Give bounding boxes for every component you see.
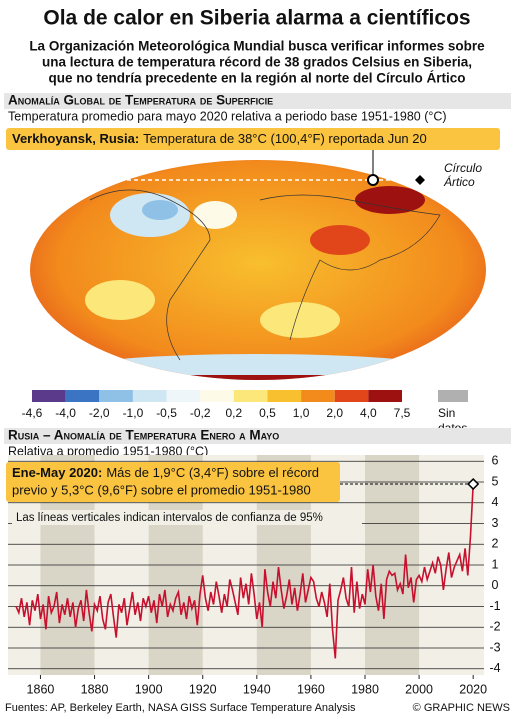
y-tick-label: -3 bbox=[489, 640, 500, 654]
legend-label: -4,6 bbox=[22, 406, 43, 420]
y-tick-label: 4 bbox=[492, 495, 499, 509]
legend-swatch bbox=[267, 390, 302, 402]
credit: © GRAPHIC NEWS bbox=[413, 702, 510, 714]
callout-text: Más de 1,9°C (3,4°F) sobre el récord bbox=[106, 465, 319, 480]
legend-swatch bbox=[32, 390, 66, 402]
legend-swatch bbox=[368, 390, 402, 402]
y-tick-label: 5 bbox=[492, 474, 499, 488]
legend-label: 0,5 bbox=[259, 406, 276, 420]
plot: -4 -3 -2 -1 0 1 2 3 4 5 6 1860 1880 1900 1920 1940 1960 1… bbox=[6, 454, 501, 696]
section-bar bbox=[4, 93, 511, 109]
chart-subtitle: Relativa a promedio 1951-1980 (°C) bbox=[8, 444, 208, 458]
legend-label: Sin bbox=[438, 406, 455, 420]
legend-label: -1,0 bbox=[123, 406, 144, 420]
x-tick-label: 1980 bbox=[351, 682, 379, 696]
callout-text: previo y 5,3°C (9,6°F) sobre el promedio… bbox=[12, 482, 311, 497]
legend-swatch bbox=[166, 390, 201, 402]
legend-swatch bbox=[301, 390, 335, 402]
legend-label: -4,0 bbox=[55, 406, 76, 420]
legend-swatch bbox=[65, 390, 100, 402]
section-title: Anomalía Global de Temperatura de Superf… bbox=[8, 93, 273, 108]
x-tick-label: 1880 bbox=[81, 682, 109, 696]
source: Fuentes: AP, Berkeley Earth, NASA GISS S… bbox=[5, 702, 356, 714]
title: Ola de calor en Siberia alarma a científ… bbox=[43, 7, 470, 30]
arctic-label: Círculo bbox=[444, 161, 482, 175]
y-tick-label: 6 bbox=[492, 454, 499, 468]
legend-label: 7,5 bbox=[394, 406, 411, 420]
callout: Ene-May 2020: Más de 1,9°C (3,4°F) sobre … bbox=[12, 465, 319, 480]
x-tick-label: 1920 bbox=[189, 682, 217, 696]
location-marker bbox=[367, 174, 379, 186]
x-tick-label: 1940 bbox=[243, 682, 271, 696]
subtitle: La Organización Meteorológica Mundial bu… bbox=[29, 39, 485, 54]
legend-label: 4,0 bbox=[360, 406, 377, 420]
y-tick-label: -1 bbox=[489, 599, 500, 613]
y-tick-label: -4 bbox=[489, 661, 500, 675]
note: Las líneas verticales indican intervalos… bbox=[16, 512, 323, 524]
y-tick-label: 1 bbox=[492, 557, 499, 571]
x-tick-label: 2020 bbox=[459, 682, 487, 696]
x-tick-label: 1960 bbox=[297, 682, 325, 696]
note-box bbox=[12, 510, 362, 525]
chart-title: Rusia – Anomalía de Temperatura Enero a … bbox=[8, 428, 279, 443]
x-tick-label: 1860 bbox=[27, 682, 55, 696]
section-bar bbox=[4, 428, 511, 444]
legend-swatch bbox=[438, 390, 468, 402]
subtitle: que no tendría precedente en la región a… bbox=[48, 71, 465, 86]
legend-swatch bbox=[132, 390, 167, 402]
end-marker bbox=[467, 477, 480, 491]
legend-swatch bbox=[99, 390, 133, 402]
section-subtitle: Temperatura promedio para mayo 2020 rela… bbox=[8, 109, 447, 123]
legend: -4,6 -4,0 -2,0 -1,0 -0,5 -0,2 0,2 0,5 1,0 2,0 4,0 7… bbox=[22, 390, 468, 435]
callout-bold: Verkhoyansk, Rusia: bbox=[12, 131, 139, 146]
y-tick-label: 0 bbox=[492, 578, 499, 592]
y-tick-label: 2 bbox=[492, 537, 499, 551]
subtitle: una lectura de temperatura récord de 38 … bbox=[42, 55, 472, 70]
legend-label: -2,0 bbox=[89, 406, 110, 420]
x-tick-label: 2000 bbox=[405, 682, 433, 696]
y-tick-label: -2 bbox=[489, 620, 500, 634]
legend-swatch bbox=[334, 390, 369, 402]
legend-label: 1,0 bbox=[293, 406, 310, 420]
legend-swatch bbox=[200, 390, 234, 402]
legend-label: -0,5 bbox=[156, 406, 177, 420]
callout-text: Temperatura de 38°C (100,4°F) reportada … bbox=[143, 131, 427, 146]
legend-label: 0,2 bbox=[225, 406, 242, 420]
legend-swatch bbox=[233, 390, 268, 402]
x-tick-label: 1900 bbox=[135, 682, 163, 696]
marker bbox=[415, 175, 425, 185]
callout-bold: Ene-May 2020: bbox=[12, 465, 102, 480]
callout-box bbox=[6, 128, 500, 150]
callout-box bbox=[6, 462, 340, 502]
map bbox=[30, 160, 486, 380]
y-tick-label: 3 bbox=[492, 516, 499, 530]
arctic-label: Ártico bbox=[443, 174, 475, 189]
line bbox=[15, 484, 474, 659]
callout: Verkhoyansk, Rusia: Temperatura de 38°C (… bbox=[12, 131, 427, 146]
legend-label: 2,0 bbox=[326, 406, 343, 420]
legend-label: -0,2 bbox=[190, 406, 211, 420]
